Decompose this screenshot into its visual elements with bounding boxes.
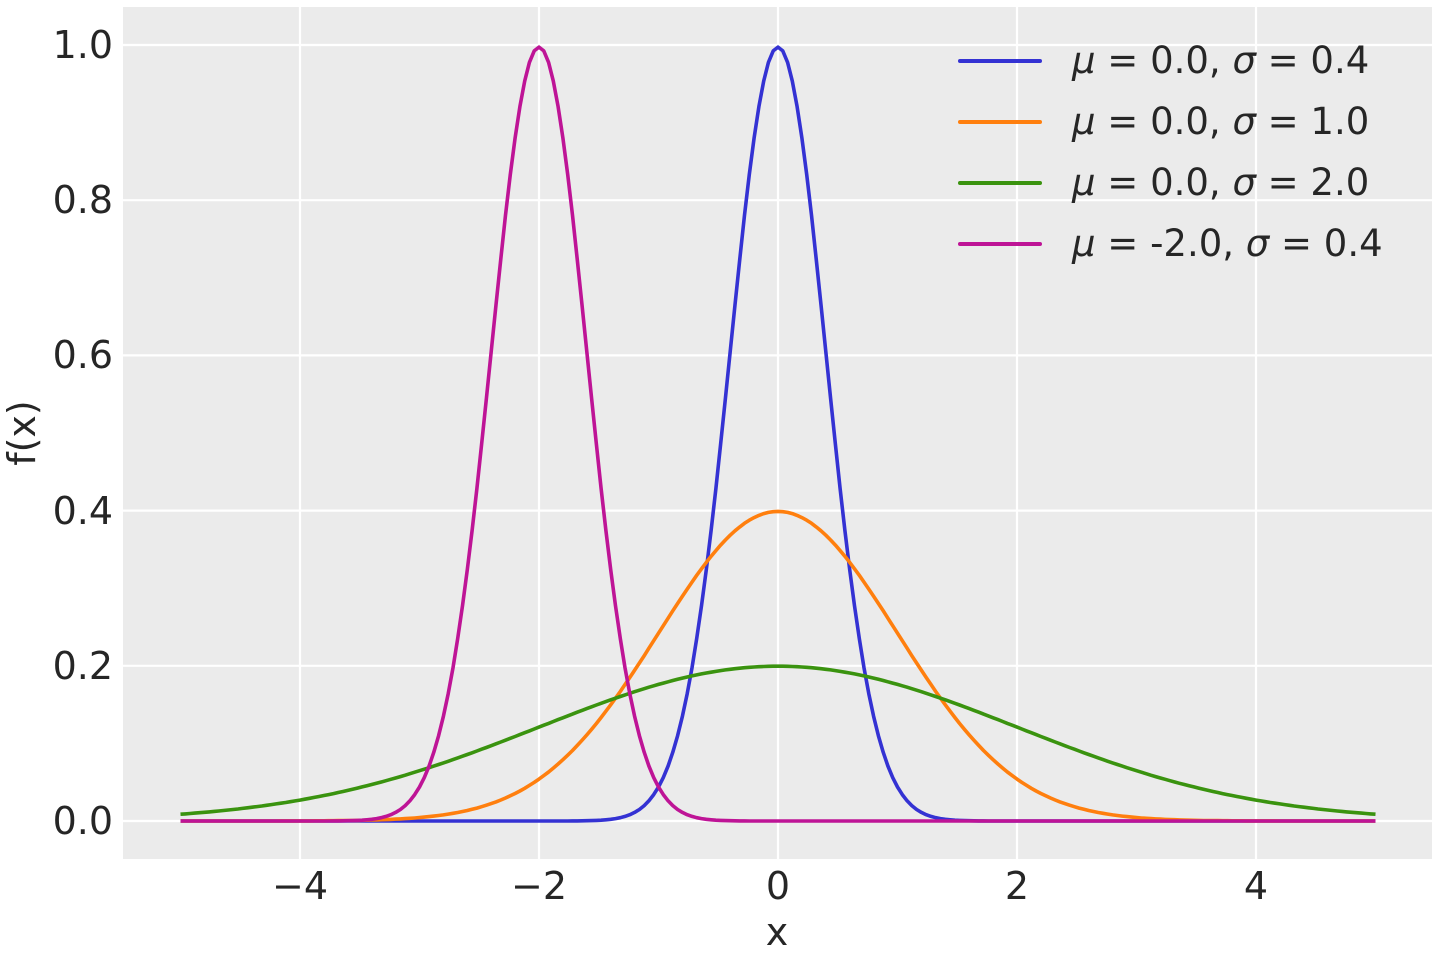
x-tick-label: −2 bbox=[510, 864, 568, 908]
legend-label: μ = 0.0, σ = 2.0 bbox=[1072, 161, 1370, 204]
legend-entry: μ = 0.0, σ = 0.4 bbox=[958, 30, 1383, 91]
x-tick-label: 4 bbox=[1243, 864, 1269, 908]
x-tick-label: 2 bbox=[1004, 864, 1030, 908]
legend-label: μ = 0.0, σ = 1.0 bbox=[1072, 100, 1370, 143]
legend-line-swatch bbox=[958, 119, 1042, 124]
legend-label: μ = 0.0, σ = 0.4 bbox=[1072, 39, 1370, 82]
y-tick-label: 0.2 bbox=[52, 643, 113, 688]
x-tick-label: −4 bbox=[271, 864, 329, 908]
legend-entry: μ = 0.0, σ = 2.0 bbox=[958, 152, 1383, 213]
series-curve bbox=[180, 45, 1376, 823]
y-axis-label: f(x) bbox=[0, 400, 44, 466]
plot-area bbox=[123, 7, 1432, 859]
legend-line-swatch bbox=[958, 180, 1042, 185]
x-axis-label: x bbox=[765, 910, 789, 954]
plot-panel bbox=[123, 7, 1432, 859]
legend: μ = 0.0, σ = 0.4 μ = 0.0, σ = 1.0 μ = 0.0,… bbox=[958, 30, 1383, 274]
y-tick-label: 0.4 bbox=[52, 488, 113, 533]
legend-label: μ = -2.0, σ = 0.4 bbox=[1072, 222, 1383, 265]
x-tick-label: 0 bbox=[765, 864, 791, 908]
y-tick-label: 0.8 bbox=[52, 178, 113, 223]
y-tick-label: 0.6 bbox=[52, 333, 113, 378]
series-curve bbox=[180, 664, 1376, 816]
legend-line-swatch bbox=[958, 241, 1042, 246]
legend-entry: μ = -2.0, σ = 0.4 bbox=[958, 213, 1383, 274]
y-tick-label: 0.0 bbox=[52, 799, 113, 843]
legend-entry: μ = 0.0, σ = 1.0 bbox=[958, 91, 1383, 152]
y-tick-label: 1.0 bbox=[52, 23, 113, 67]
legend-line-swatch bbox=[958, 58, 1042, 63]
